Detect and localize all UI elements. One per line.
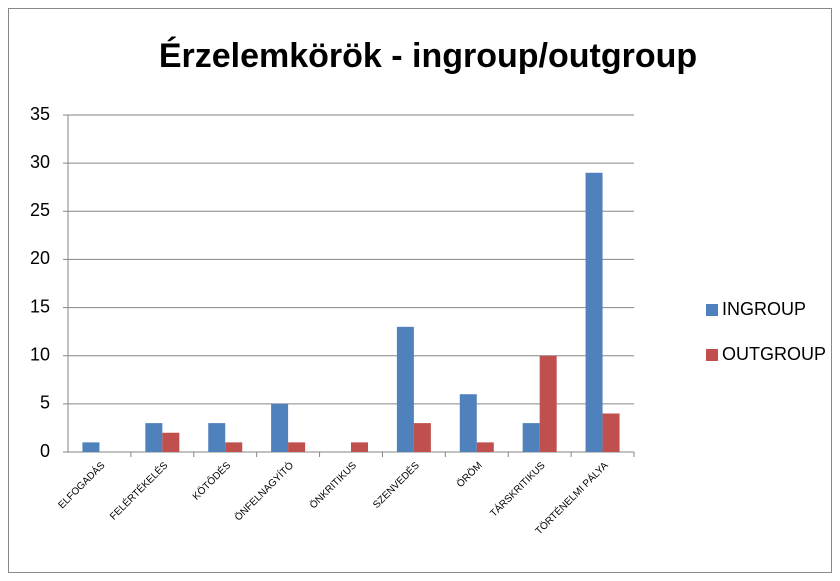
chart-title: Érzelemkörök - ingroup/outgroup	[159, 37, 697, 75]
bar	[162, 432, 180, 452]
bar	[271, 403, 289, 452]
y-tick-label: 0	[40, 441, 50, 461]
bar	[413, 423, 431, 452]
bar	[522, 423, 540, 452]
bar	[476, 442, 494, 452]
y-tick-label: 5	[40, 393, 50, 413]
bar	[539, 355, 557, 452]
y-tick-label: 20	[30, 248, 50, 268]
y-tick-label: 25	[30, 200, 50, 220]
bar	[396, 326, 414, 452]
bar	[225, 442, 243, 452]
y-tick-label: 30	[30, 152, 50, 172]
y-tick-label: 15	[30, 296, 50, 316]
bar	[585, 172, 603, 452]
legend-label: INGROUP	[722, 299, 806, 319]
bar	[145, 423, 163, 452]
y-tick-label: 35	[30, 104, 50, 124]
legend-key	[706, 349, 718, 361]
bar	[459, 394, 477, 452]
bar	[351, 442, 368, 452]
bar	[208, 423, 226, 452]
y-tick-label: 10	[30, 344, 50, 364]
legend-key	[706, 304, 718, 316]
legend-label: OUTGROUP	[722, 344, 826, 364]
bar	[602, 413, 620, 452]
bar	[82, 442, 100, 452]
chart-border	[8, 8, 832, 573]
bar	[288, 442, 306, 452]
